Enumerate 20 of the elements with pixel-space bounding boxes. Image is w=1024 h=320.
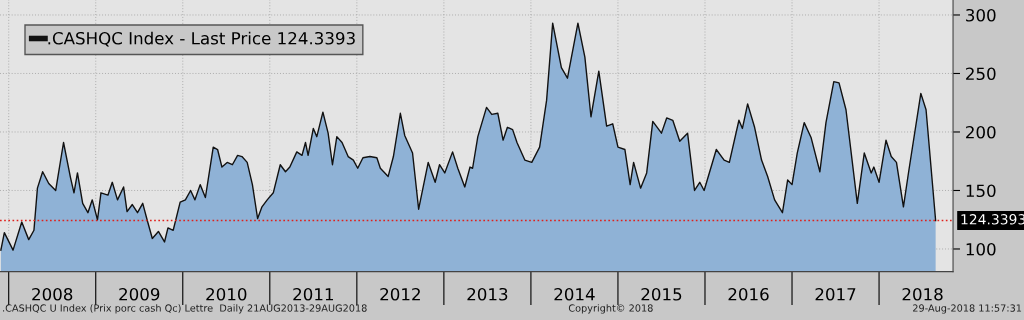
y-tick-label: 100 [966,242,996,256]
legend-label: .CASHQC Index - Last Price 124.3393 [48,31,355,47]
y-tick-label: 300 [966,8,996,22]
y-tick-label: 250 [966,67,996,81]
x-tick-label: 2008 [32,287,73,301]
x-tick-label: 2013 [467,287,508,301]
x-tick-label: 2012 [380,287,420,301]
x-tick-label: 2017 [815,287,856,301]
y-tick-label: 200 [966,125,996,139]
x-tick-label: 2018 [902,287,943,301]
x-tick-label: 2014 [554,287,595,301]
x-tick-label: 2009 [119,287,160,301]
x-tick-label: 2015 [641,287,682,301]
x-tick-label: 2011 [293,287,333,301]
x-tick-label: 2016 [728,287,769,301]
y-tick-label: 150 [966,184,996,198]
text: .CASHQC U Index (Prix porc cash Qc) Lettre Daily 21AUG2013-29AUG2018 [3,304,367,314]
text: Copyright© 2018 [568,304,653,314]
x-tick-label: 2010 [206,287,247,301]
text: 29-Aug-2018 11:57:31 [913,304,1022,314]
